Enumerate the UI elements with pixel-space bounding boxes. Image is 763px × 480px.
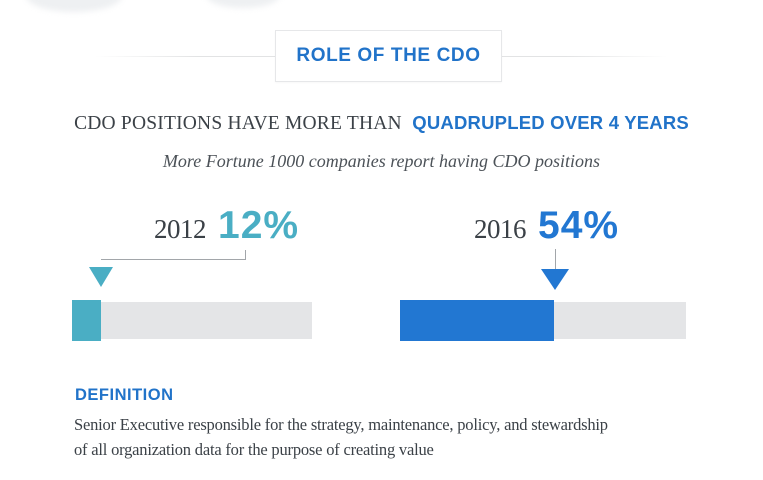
headline-highlight-text: QUADRUPLED OVER 4 YEARS <box>412 112 689 133</box>
down-arrow-icon-2012 <box>89 267 113 287</box>
definition-line-1: Senior Executive responsible for the str… <box>74 415 608 434</box>
headline: CDO POSITIONS HAVE MORE THAN QUADRUPLED … <box>0 112 763 135</box>
connector-line-2012 <box>101 259 246 260</box>
section-title-box: ROLE OF THE CDO <box>275 30 502 82</box>
connector-line-2016 <box>555 249 556 269</box>
stat-2012-year: 2012 <box>154 214 207 244</box>
stat-2016: 2016 54% <box>474 206 619 245</box>
bar-fill-2016 <box>400 300 555 341</box>
stat-2012: 2012 12% <box>154 206 299 245</box>
definition-heading: DEFINITION <box>75 386 174 404</box>
definition-line-2: of all organization data for the purpose… <box>74 440 434 459</box>
stat-2016-year: 2016 <box>474 214 527 244</box>
bar-fill-2012 <box>72 300 101 341</box>
down-arrow-icon-2016 <box>541 269 569 290</box>
section-title: ROLE OF THE CDO <box>296 45 481 66</box>
bar-track-2016 <box>400 300 686 341</box>
headline-plain-text: CDO POSITIONS HAVE MORE THAN <box>74 113 402 134</box>
cropped-artwork-shape <box>26 0 122 12</box>
cropped-artwork-shape <box>206 0 280 8</box>
stat-2012-value: 12% <box>218 204 300 247</box>
stat-2016-value: 54% <box>538 204 620 247</box>
definition-body: Senior Executive responsible for the str… <box>74 412 674 462</box>
connector-line-2012 <box>245 250 246 259</box>
subtitle: More Fortune 1000 companies report havin… <box>162 151 601 171</box>
bar-track-2012 <box>72 300 312 341</box>
